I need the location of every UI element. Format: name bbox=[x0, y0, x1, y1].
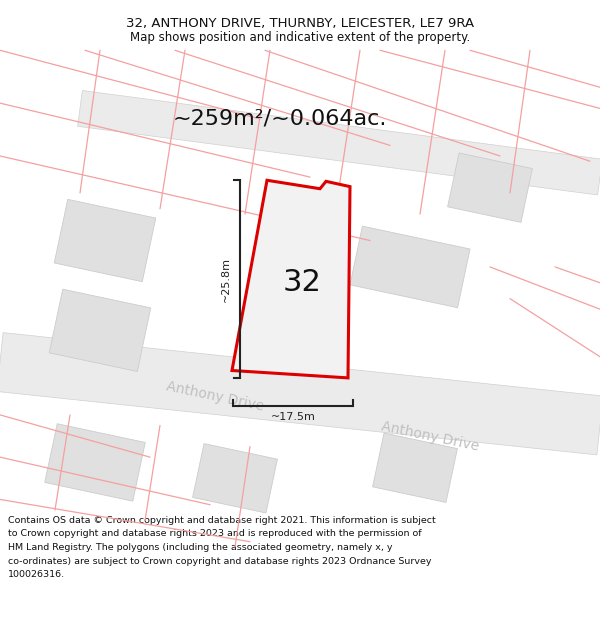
Text: 32, ANTHONY DRIVE, THURNBY, LEICESTER, LE7 9RA: 32, ANTHONY DRIVE, THURNBY, LEICESTER, L… bbox=[126, 17, 474, 30]
Text: ~17.5m: ~17.5m bbox=[271, 412, 316, 422]
Polygon shape bbox=[350, 226, 470, 308]
Text: HM Land Registry. The polygons (including the associated geometry, namely x, y: HM Land Registry. The polygons (includin… bbox=[8, 543, 392, 552]
Text: to Crown copyright and database rights 2023 and is reproduced with the permissio: to Crown copyright and database rights 2… bbox=[8, 529, 422, 539]
Text: 100026316.: 100026316. bbox=[8, 570, 65, 579]
Polygon shape bbox=[77, 91, 600, 195]
Polygon shape bbox=[45, 424, 145, 501]
Polygon shape bbox=[448, 153, 532, 222]
Text: Anthony Drive: Anthony Drive bbox=[165, 380, 265, 414]
Polygon shape bbox=[0, 332, 600, 455]
Text: ~25.8m: ~25.8m bbox=[221, 257, 231, 302]
Text: Contains OS data © Crown copyright and database right 2021. This information is : Contains OS data © Crown copyright and d… bbox=[8, 516, 436, 525]
Polygon shape bbox=[232, 180, 350, 378]
Text: Map shows position and indicative extent of the property.: Map shows position and indicative extent… bbox=[130, 31, 470, 44]
Text: co-ordinates) are subject to Crown copyright and database rights 2023 Ordnance S: co-ordinates) are subject to Crown copyr… bbox=[8, 556, 431, 566]
Text: Anthony Drive: Anthony Drive bbox=[380, 419, 480, 453]
Polygon shape bbox=[54, 199, 156, 282]
Text: ~259m²/~0.064ac.: ~259m²/~0.064ac. bbox=[173, 109, 387, 129]
Bar bbox=[0, 45, 600, 510]
Polygon shape bbox=[49, 289, 151, 371]
Text: 32: 32 bbox=[283, 268, 322, 298]
Polygon shape bbox=[373, 433, 457, 502]
Polygon shape bbox=[193, 444, 277, 513]
